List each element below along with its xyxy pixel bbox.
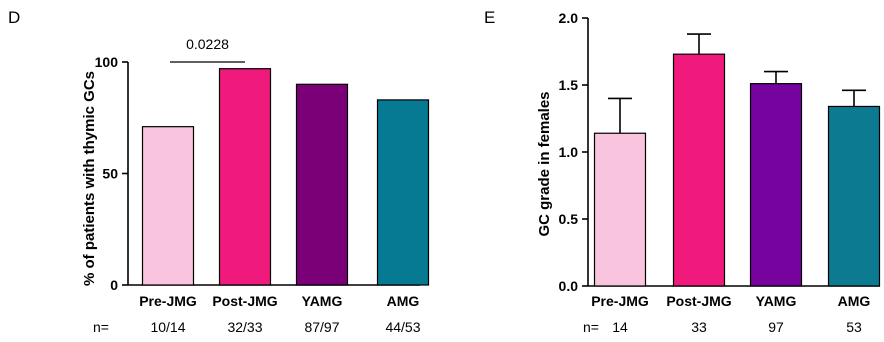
x-tick-label: Pre-JMG bbox=[591, 293, 649, 309]
y-tick-label: 0.0 bbox=[559, 278, 579, 294]
chart-panel-e: 0.0 0.5 1.0 1.5 2.0 GC grade in females Pre-JM… bbox=[536, 10, 881, 335]
bar-post-jmg bbox=[672, 53, 726, 287]
n-count-label: 97 bbox=[768, 319, 784, 335]
x-tick-label: Pre-JMG bbox=[139, 293, 197, 309]
x-tick-label: AMG bbox=[387, 293, 420, 309]
bar-pre-jmg bbox=[141, 126, 195, 286]
y-tick-label: 100 bbox=[95, 54, 119, 70]
y-tick-label: 0 bbox=[110, 277, 118, 293]
panel-e-letter: E bbox=[484, 8, 495, 27]
x-tick-label: Post-JMG bbox=[212, 293, 277, 309]
y-tick-label: 1.5 bbox=[559, 77, 579, 93]
bar-post-jmg bbox=[218, 68, 272, 286]
bar-pre-jmg bbox=[593, 132, 647, 287]
n-count-label: 32/33 bbox=[227, 319, 262, 335]
bar-amg bbox=[376, 99, 430, 286]
x-tick-label: AMG bbox=[838, 293, 871, 309]
chart-panel-d: 0 50 100% of patients with thymic GCs Pre-J… bbox=[81, 36, 430, 335]
n-count-label: 33 bbox=[691, 319, 707, 335]
panel-d-letter: D bbox=[8, 8, 20, 27]
n-count-label: 87/97 bbox=[304, 319, 339, 335]
x-tick-label: Post-JMG bbox=[666, 293, 731, 309]
y-tick-label: 2.0 bbox=[559, 10, 579, 26]
y-tick-label: 0.5 bbox=[559, 211, 579, 227]
n-prefix-label: n= bbox=[93, 319, 109, 335]
y-tick-label: 50 bbox=[102, 166, 118, 182]
n-count-label: 10/14 bbox=[150, 319, 185, 335]
y-axis-title: GC grade in females bbox=[536, 91, 553, 236]
n-prefix-label: n= bbox=[583, 319, 599, 335]
n-count-label: 14 bbox=[612, 319, 628, 335]
bar-amg bbox=[827, 105, 881, 287]
p-value-annotation: 0.0228 bbox=[186, 36, 229, 52]
y-axis-title: % of patients with thymic GCs bbox=[81, 71, 98, 286]
y-tick-label: 1.0 bbox=[559, 144, 579, 160]
n-count-label: 53 bbox=[846, 319, 862, 335]
x-tick-label: YAMG bbox=[756, 293, 797, 309]
bar-yamg bbox=[295, 83, 349, 286]
n-count-label: 44/53 bbox=[385, 319, 420, 335]
x-tick-label: YAMG bbox=[302, 293, 343, 309]
bar-yamg bbox=[749, 83, 803, 287]
